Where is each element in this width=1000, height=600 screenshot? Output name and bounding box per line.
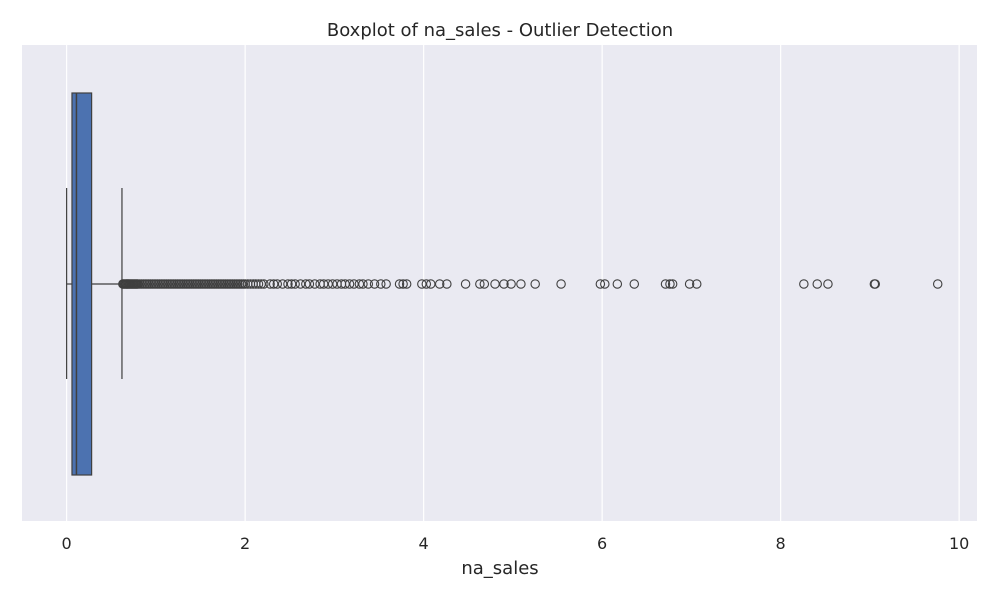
outlier-points bbox=[118, 279, 943, 289]
outlier-point bbox=[684, 279, 695, 289]
chart-title: Boxplot of na_sales - Outlier Detection bbox=[327, 20, 673, 41]
outlier-point bbox=[506, 279, 516, 289]
outlier-point bbox=[290, 279, 300, 289]
x-tick-label: 4 bbox=[419, 534, 429, 553]
outlier-point bbox=[600, 279, 610, 289]
x-tick-label: 2 bbox=[240, 534, 250, 553]
iqr-box bbox=[71, 92, 93, 476]
outlier-point bbox=[660, 279, 671, 289]
outlier-point bbox=[344, 279, 355, 289]
x-tick-label: 0 bbox=[62, 534, 72, 553]
outlier-point bbox=[421, 279, 432, 289]
outlier-point bbox=[381, 279, 391, 289]
x-tick-label: 8 bbox=[776, 534, 786, 553]
outlier-point bbox=[253, 279, 264, 289]
outlier-point bbox=[812, 279, 822, 289]
outlier-point bbox=[369, 279, 380, 289]
outlier-point bbox=[394, 279, 405, 289]
outlier-point bbox=[376, 279, 386, 289]
outlier-point bbox=[530, 279, 540, 289]
outlier-point bbox=[283, 279, 293, 289]
outlier-point bbox=[595, 279, 606, 289]
outlier-point bbox=[358, 279, 368, 289]
outlier-point bbox=[870, 279, 881, 289]
outlier-point bbox=[265, 279, 275, 289]
outlier-point bbox=[499, 279, 509, 289]
outlier-point bbox=[363, 279, 374, 289]
x-tick-label: 10 bbox=[949, 534, 969, 553]
outlier-point bbox=[398, 279, 408, 289]
outlier-point bbox=[667, 279, 678, 289]
outlier-point bbox=[479, 279, 490, 289]
outlier-point bbox=[460, 279, 471, 289]
outlier-point bbox=[691, 279, 702, 289]
outlier-point bbox=[799, 279, 809, 289]
outlier-point bbox=[259, 279, 269, 289]
x-tick-labels: 0 2 4 6 8 10 bbox=[62, 534, 970, 553]
x-tick-label: 6 bbox=[597, 534, 607, 553]
outlier-point bbox=[304, 279, 315, 289]
outlier-point bbox=[823, 279, 833, 289]
outlier-point bbox=[401, 279, 412, 289]
x-axis-label: na_sales bbox=[461, 558, 538, 579]
outlier-point bbox=[556, 279, 566, 289]
outlier-point bbox=[612, 279, 623, 289]
outlier-point bbox=[434, 279, 445, 289]
outlier-point bbox=[475, 279, 485, 289]
outlier-point bbox=[516, 279, 526, 289]
outlier-point bbox=[629, 279, 640, 289]
outlier-point bbox=[932, 279, 943, 289]
outlier-point bbox=[272, 279, 283, 289]
outlier-point bbox=[442, 279, 452, 289]
outlier-point bbox=[665, 279, 675, 289]
